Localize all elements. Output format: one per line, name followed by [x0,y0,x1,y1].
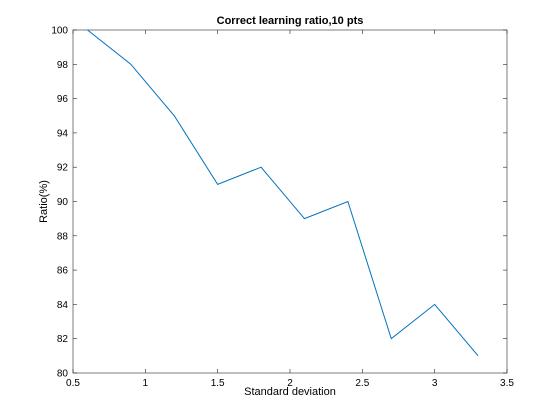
y-tick-label: 98 [57,60,69,71]
y-tick-label: 82 [57,334,69,345]
x-axis-label: Standard deviation [244,386,336,398]
y-tick-label: 100 [51,26,68,37]
y-tick-label: 96 [57,94,69,105]
x-tick-label: 2.5 [355,378,369,389]
y-tick-label: 90 [57,197,69,208]
x-tick-label: 3.5 [500,378,514,389]
y-tick-label: 80 [57,369,69,380]
x-tick-label: 1 [143,378,149,389]
x-tick-label: 3 [432,378,438,389]
series-layer [87,29,479,357]
y-tick-label: 84 [57,300,69,311]
y-axis-tick-labels: 80 82 84 86 88 90 92 94 96 98 100 [51,26,68,380]
chart-title: Correct learning ratio,10 pts [217,15,364,27]
x-tick-label: 2 [287,378,293,389]
x-axis-tick-labels: 0.5 1 1.5 2 2.5 3 3.5 [66,378,514,389]
x-tick-label: 1.5 [211,378,225,389]
axis-ticks [72,29,508,374]
y-axis-label: Ratio(%) [38,180,50,223]
series-line [87,29,479,357]
y-tick-label: 92 [57,163,69,174]
y-tick-label: 86 [57,266,69,277]
x-tick-label: 0.5 [66,378,80,389]
y-tick-label: 88 [57,231,69,242]
series-0 [87,29,479,357]
y-tick-label: 94 [57,128,69,139]
